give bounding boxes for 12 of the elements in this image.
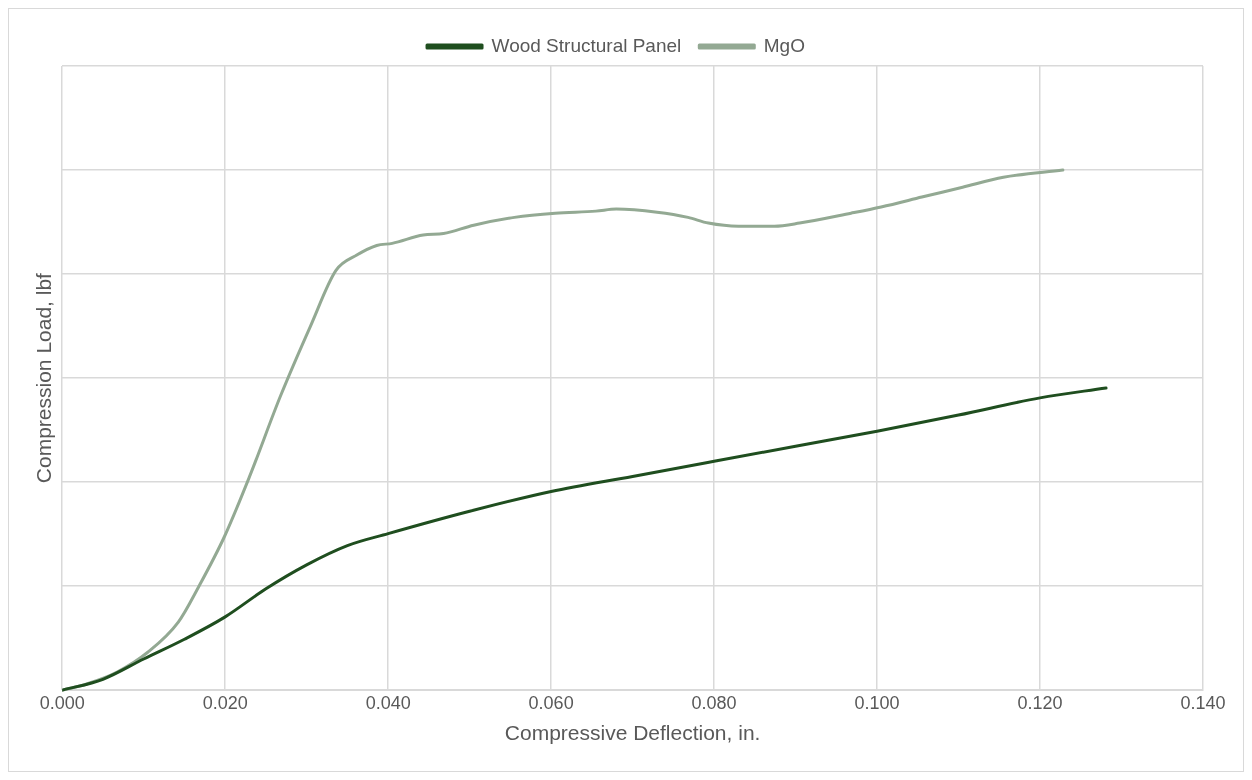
x-tick-label: 0.040 [365,692,411,713]
legend-label: MgO [763,34,805,56]
x-tick-label: 0.020 [202,692,248,713]
x-axis-title: Compressive Deflection, in. [504,721,761,745]
x-tick-label: 0.080 [691,692,737,713]
x-tick-label: 0.140 [1180,692,1226,713]
x-tick-label: 0.000 [39,692,85,713]
x-tick-label: 0.120 [1017,692,1063,713]
y-axis-title: Compression Load, lbf [32,272,56,484]
legend-label: Wood Structural Panel [491,34,682,56]
x-tick-label: 0.060 [528,692,574,713]
x-tick-label: 0.100 [854,692,900,713]
